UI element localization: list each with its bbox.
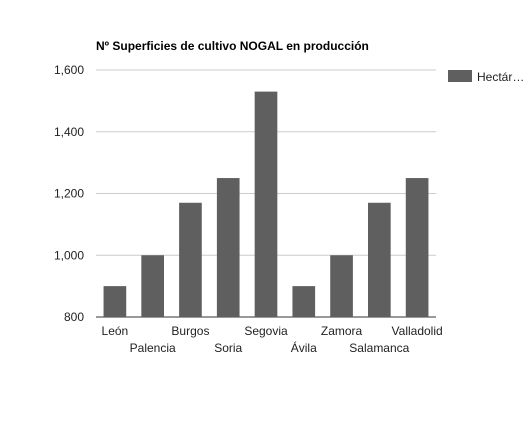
bar-5 — [292, 286, 316, 317]
bar-3 — [216, 178, 240, 317]
bar-4 — [254, 91, 278, 317]
y-tick-label: 1,000 — [54, 248, 84, 262]
x-tick-label: Salamanca — [349, 341, 409, 355]
bar-0 — [103, 286, 127, 317]
bar-2 — [179, 202, 202, 317]
x-tick-label: Burgos — [171, 324, 209, 338]
x-tick-label: León — [102, 324, 129, 338]
x-tick-label: Valladolid — [392, 324, 443, 338]
legend-swatch — [448, 70, 472, 82]
legend: Hectár… — [448, 70, 524, 84]
y-tick-label: 800 — [64, 310, 84, 324]
bars — [103, 91, 429, 317]
y-tick-label: 1,400 — [54, 125, 84, 139]
x-tick-label: Soria — [214, 341, 242, 355]
bar-1 — [141, 255, 164, 317]
y-axis-ticks: 800 1,000 1,200 1,400 1,600 — [54, 63, 84, 324]
bar-6 — [330, 255, 353, 317]
bar-8 — [405, 178, 429, 317]
x-tick-label: Palencia — [130, 341, 176, 355]
bar-7 — [368, 202, 391, 317]
y-tick-label: 1,600 — [54, 63, 84, 77]
x-tick-label: Zamora — [321, 324, 363, 338]
chart-title: Nº Superficies de cultivo NOGAL en produ… — [96, 39, 369, 53]
x-tick-label: Ávila — [291, 340, 317, 355]
y-tick-label: 1,200 — [54, 187, 84, 201]
legend-label: Hectár… — [477, 70, 524, 84]
x-tick-label: Segovia — [244, 324, 288, 338]
